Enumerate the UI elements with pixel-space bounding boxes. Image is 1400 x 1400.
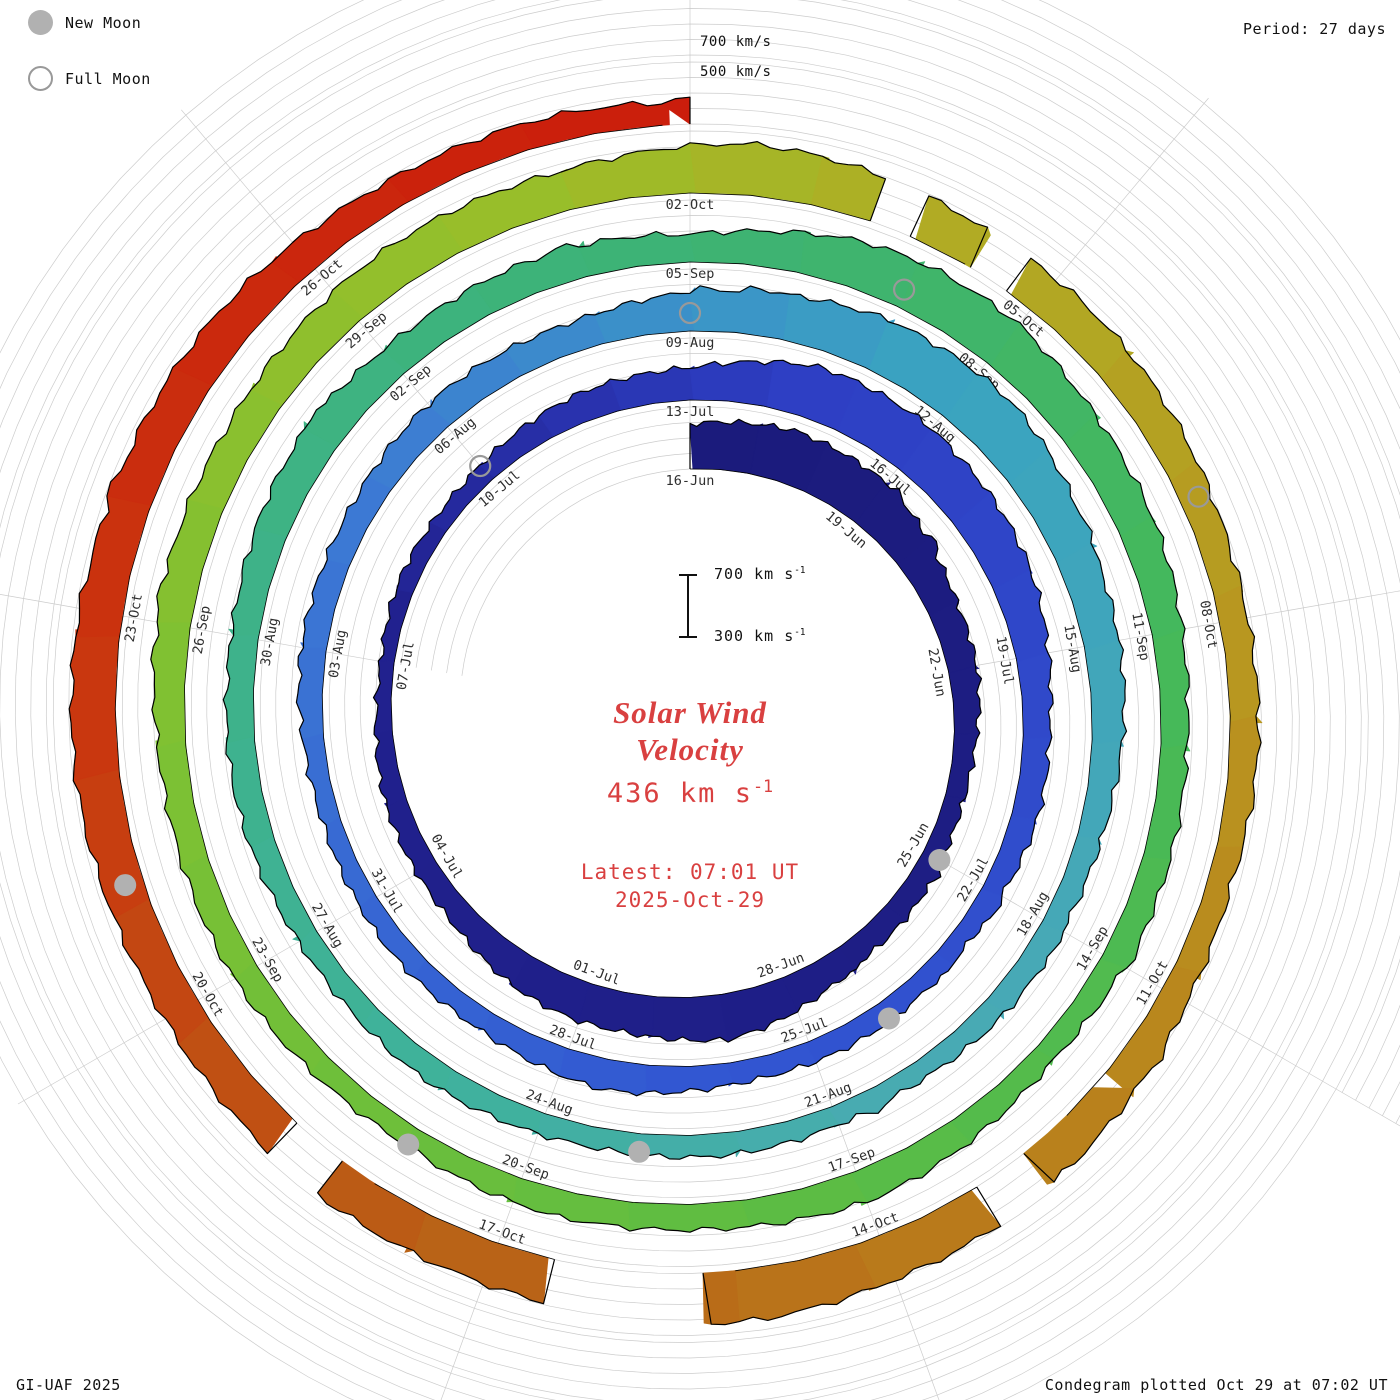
chart-title-line1: Solar Wind <box>613 695 767 730</box>
svg-text:05-Sep: 05-Sep <box>666 266 715 282</box>
full-moon-marker <box>892 278 916 301</box>
chart-title: Solar Wind Velocity <box>438 694 942 768</box>
latest-date: 2025-Oct-29 <box>614 888 766 912</box>
current-velocity-value: 436 km s-1 <box>606 776 774 809</box>
credit-right: Condegram plotted Oct 29 at 07:02 UT <box>1044 1376 1388 1394</box>
axis-label-700: 700 km/s <box>700 34 772 50</box>
new-moon-label: New Moon <box>65 13 142 32</box>
latest-timestamp: Latest: 07:01 UT 2025-Oct-29 <box>438 858 942 914</box>
latest-time: Latest: 07:01 UT <box>580 860 800 884</box>
velocity-band <box>68 96 1263 1326</box>
full-moon-label: Full Moon <box>65 69 151 88</box>
svg-text:09-Aug: 09-Aug <box>666 335 715 351</box>
scale-bar-label-300: 300 km s-1 <box>714 627 806 645</box>
axis-label-500: 500 km/s <box>700 64 772 80</box>
chart-title-line2: Velocity <box>636 732 744 767</box>
new-moon-marker <box>114 874 137 897</box>
scale-bar-cap-top <box>679 574 697 576</box>
svg-text:16-Jun: 16-Jun <box>666 473 715 489</box>
full-moon-marker <box>678 301 702 325</box>
legend-full-moon: Full Moon <box>28 66 151 91</box>
new-moon-marker <box>628 1140 651 1163</box>
scale-bar-stem <box>687 574 689 638</box>
new-moon-icon <box>28 10 53 35</box>
full-moon-icon <box>28 66 53 91</box>
full-moon-marker <box>469 454 492 478</box>
svg-text:02-Oct: 02-Oct <box>666 197 715 213</box>
legend-new-moon: New Moon <box>28 10 141 35</box>
svg-text:13-Jul: 13-Jul <box>666 404 715 420</box>
new-moon-marker <box>928 849 951 871</box>
scale-bar-label-700: 700 km s-1 <box>714 565 806 583</box>
scale-bar-cap-bottom <box>679 636 697 638</box>
new-moon-marker <box>397 1133 420 1156</box>
credit-left: GI-UAF 2025 <box>16 1376 121 1394</box>
period-label: Period: 27 days <box>1243 20 1386 38</box>
full-moon-marker <box>1187 485 1210 508</box>
new-moon-marker <box>878 1007 900 1030</box>
moon-phase-markers <box>114 278 1210 1163</box>
